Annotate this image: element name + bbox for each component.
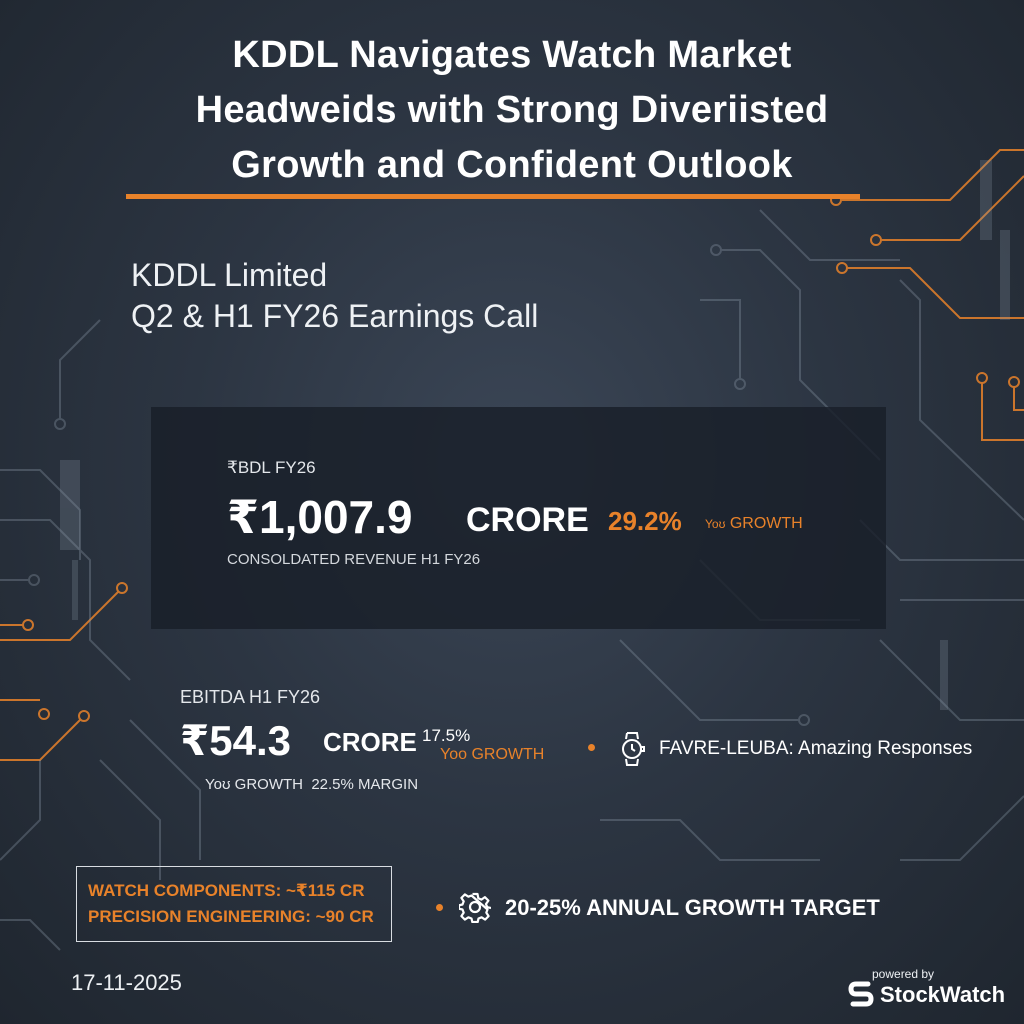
company-name: KDDL Limited — [131, 257, 328, 293]
revenue-growth-caption: Yoʊ GROWTH — [705, 514, 803, 534]
ebitda-label: EBITDA H1 FY26 — [180, 687, 321, 707]
stockwatch-brand: StockWatch — [880, 982, 1006, 1007]
headline-line-2: Headweids with Strong Diveriisted — [195, 89, 829, 131]
revenue-card — [151, 407, 886, 629]
segment-precision-engineering: PRECISION ENGINEERING: ~90 CR — [88, 907, 374, 926]
revenue-growth-yoy: Yoʊ — [705, 517, 726, 531]
earnings-call-title: Q2 & H1 FY26 Earnings Call — [131, 298, 539, 334]
revenue-growth-word: GROWTH — [729, 515, 803, 532]
revenue-value: ₹1,007.9 — [227, 491, 413, 543]
bullet-dot — [588, 744, 595, 751]
revenue-label: ₹BDL FY26 — [227, 458, 316, 477]
growth-target: 20-25% ANNUAL GROWTH TARGET — [505, 895, 880, 920]
ebitda-growth-caption: Yoo GROWTH — [440, 746, 545, 763]
watch-icon — [622, 732, 645, 766]
ebitda-unit: CRORE — [323, 727, 417, 757]
gear-icon — [459, 892, 491, 923]
ebitda-growth: 17.5% — [422, 726, 471, 745]
segment-watch-components: WATCH COMPONENTS: ~₹115 CR — [88, 881, 365, 900]
headline-divider — [126, 194, 860, 199]
ebitda-margin-line: Yoʊ GROWTH 22.5% MARGIN — [205, 776, 418, 793]
brand-name: FAVRE-LEUBA: — [659, 738, 794, 759]
headline-line-3: Growth and Confident Outlook — [231, 144, 793, 186]
ebitda-growth-line: Yoʊ GROWTH — [205, 776, 303, 793]
powered-by-label: powered by — [872, 967, 935, 981]
segments-box — [76, 866, 392, 942]
ebitda-margin: 22.5% MARGIN — [311, 776, 419, 793]
headline: KDDL Navigates Watch Market Headweids wi… — [60, 28, 964, 193]
headline-line-1: KDDL Navigates Watch Market — [232, 34, 792, 76]
revenue-growth: 29.2% — [608, 506, 682, 536]
revenue-unit: CRORE — [466, 501, 589, 539]
report-date: 17-11-2025 — [71, 970, 182, 995]
brand-highlight: FAVRE-LEUBA: Amazing Responses — [659, 737, 972, 761]
brand-text: Amazing Responses — [798, 738, 973, 759]
stockwatch-logo-icon — [848, 981, 874, 1007]
ebitda-value: ₹54.3 — [180, 717, 291, 764]
revenue-description: CONSOLDATED REVENUE H1 FY26 — [227, 551, 481, 568]
bullet-dot — [436, 904, 443, 911]
